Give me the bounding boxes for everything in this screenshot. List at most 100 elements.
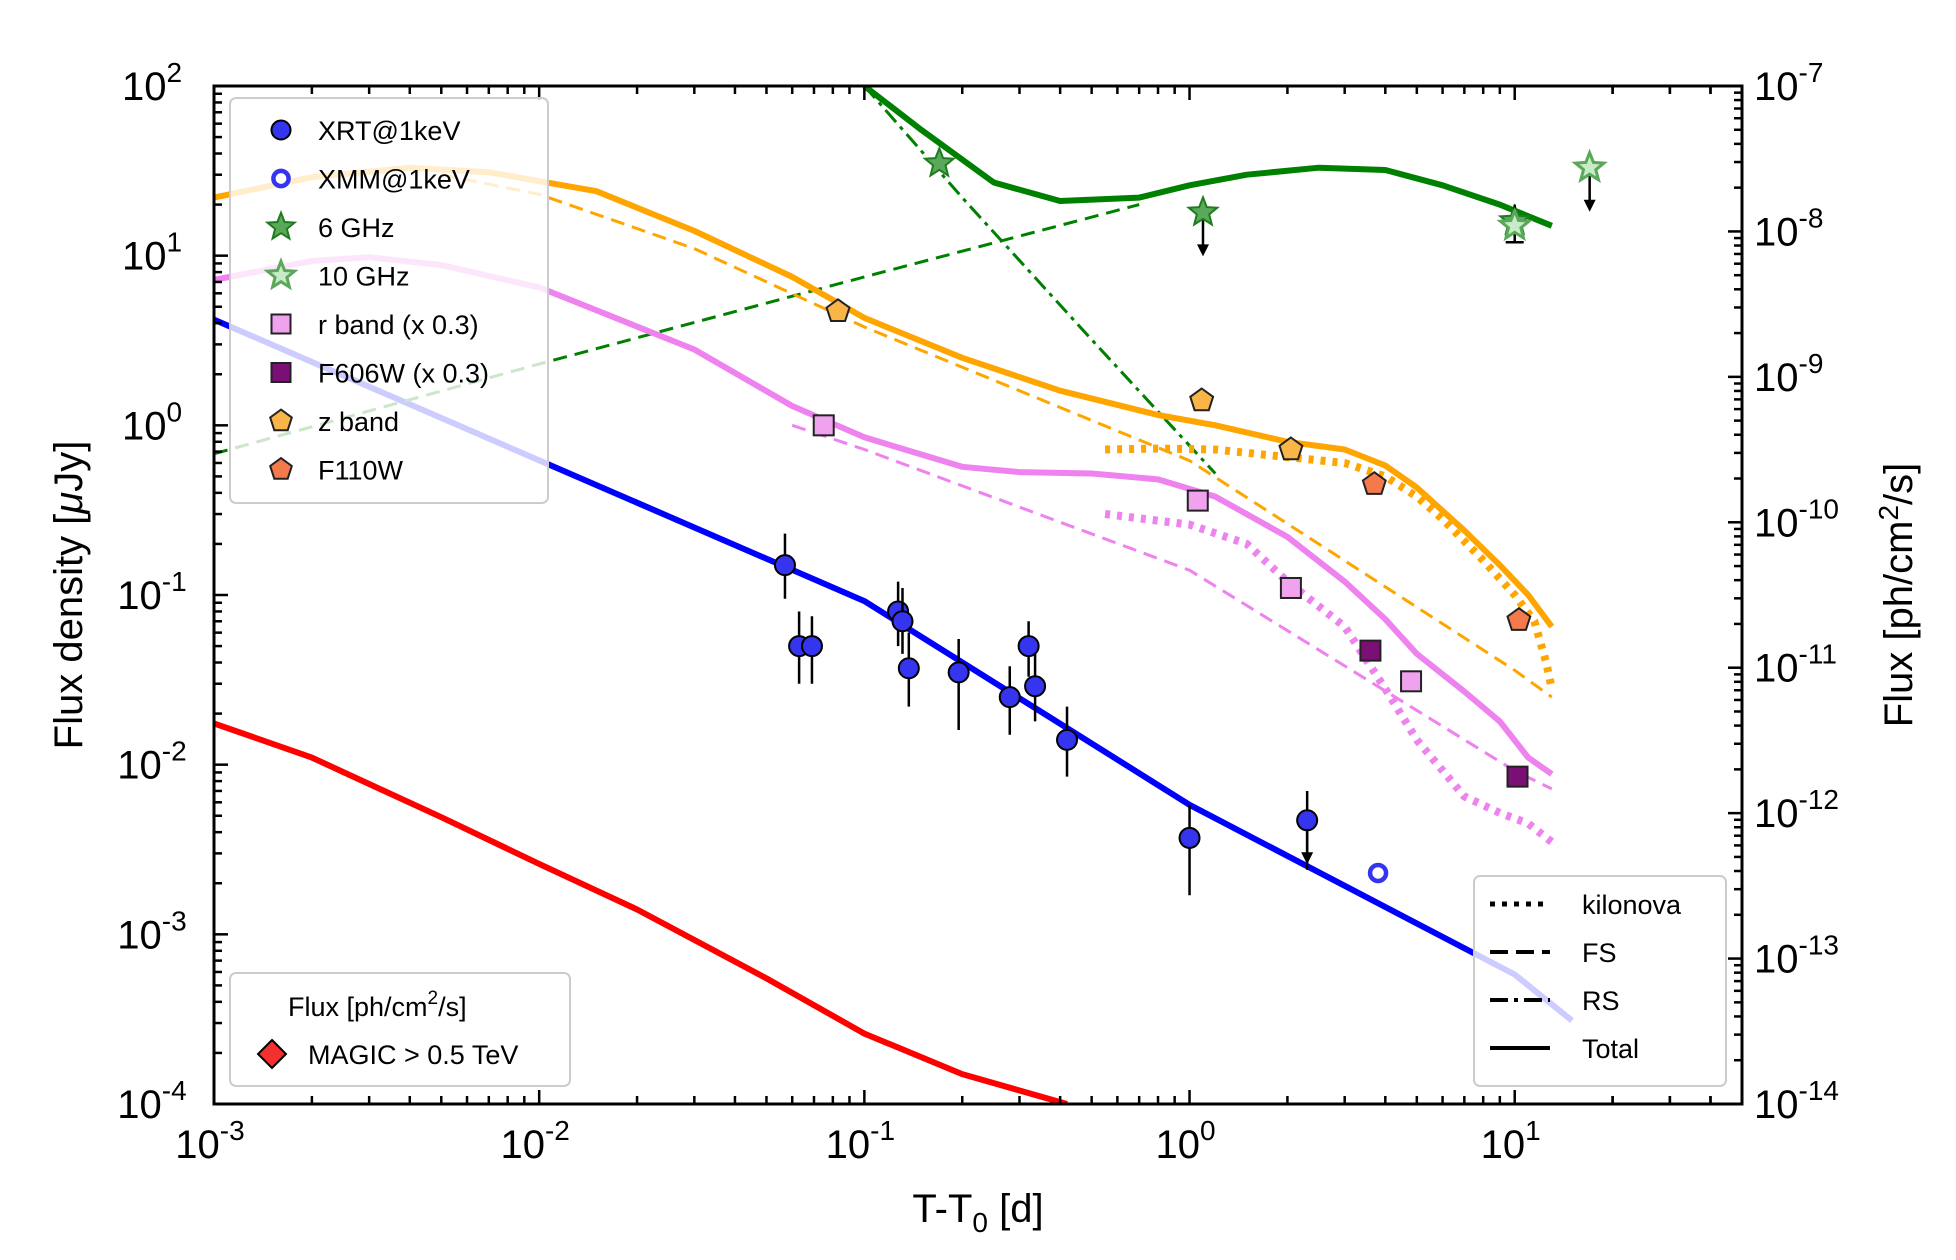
- series-xrt-1kev: [773, 533, 1319, 896]
- legend-label-10-ghz: 10 GHz: [318, 262, 410, 292]
- legend-entry-fs: FS: [1490, 938, 1617, 968]
- legend-entry-xmm-1kev: XMM@1keV: [271, 165, 470, 195]
- xrt-1kev-point-4: [891, 610, 914, 633]
- 10-ghz-point-1: [1571, 148, 1608, 184]
- data-points: [773, 145, 1608, 896]
- series-xmm-1kev: [1367, 862, 1389, 884]
- xrt-1kev-point-5: [897, 657, 920, 680]
- legend-marker-f606w-x-0-3: [270, 362, 292, 383]
- legend-label-fs: FS: [1582, 938, 1617, 968]
- legend-lines: kilonova FS RS Total: [1473, 875, 1727, 1087]
- series-f110w: [1361, 470, 1532, 631]
- legend-entry-rs: RS: [1490, 986, 1620, 1016]
- xrt-1kev-point-7: [998, 686, 1021, 709]
- x-tick-label: 10-3: [175, 1115, 244, 1167]
- f110w-point-1: [1506, 606, 1532, 631]
- xrt-1kev-point-6: [947, 661, 970, 684]
- legend-marker-xrt-1kev: [270, 119, 292, 141]
- legend-entry-f110w: F110W: [269, 456, 404, 486]
- legend-entry-10-ghz: 10 GHz: [263, 257, 410, 292]
- legend-entry-r-band-x-0-3: r band (x 0.3): [270, 310, 479, 340]
- y-left-tick-label: 101: [122, 227, 182, 279]
- y-left-tick-label: 10-2: [117, 736, 186, 788]
- x-axis-ticks: [212, 86, 1744, 1104]
- legend-entry-kilonova: kilonova: [1490, 890, 1682, 920]
- f606w-x-0-3-point-0: [1359, 639, 1382, 662]
- r-band-x-0-3-point-0: [812, 414, 835, 437]
- xrt-1kev-point-9: [1024, 675, 1047, 698]
- legend-entry-xrt-1kev: XRT@1keV: [270, 116, 460, 146]
- xrt-1kev-point-2: [800, 635, 823, 658]
- legend-marker-z-band: [269, 408, 293, 432]
- line-radio-total: [862, 86, 1553, 229]
- legend-main: XRT@1keV XMM@1keV 6 GHz 10 GHz r band (x 0.3…: [229, 97, 549, 504]
- xmm-1kev-point-0: [1367, 862, 1389, 884]
- y-left-axis-title: Flux density [μJy]: [47, 441, 91, 750]
- legend-marker-f110w: [269, 456, 293, 480]
- line-z-kilonova: [1105, 444, 1556, 690]
- legend-marker-xmm-1kev: [271, 168, 291, 189]
- line-radio-rs: [863, 86, 1217, 475]
- 10-ghz-ul-1-head: [1583, 199, 1596, 212]
- 6-ghz-point-1: [1186, 194, 1220, 227]
- r-band-x-0-3-point-1: [1186, 489, 1209, 512]
- y-left-ticks: [214, 84, 228, 1106]
- legend-flux: Flux [ph/cm2/s] MAGIC > 0.5 TeV: [229, 972, 571, 1087]
- legend-label-f606w-x-0-3: F606W (x 0.3): [318, 359, 489, 389]
- y-right-tick-label: 10-10: [1754, 493, 1839, 545]
- y-right-ticks: [1728, 84, 1742, 1106]
- y-left-tick-label: 10-4: [117, 1075, 186, 1127]
- z-band-point-1: [1189, 387, 1215, 412]
- xrt-1kev-ul-12-head: [1301, 852, 1314, 865]
- y-right-tick-label: 10-9: [1754, 348, 1823, 400]
- series-r-band-x-0-3: [812, 414, 1423, 693]
- legend-marker-10-ghz: [263, 257, 299, 291]
- legend-marker-r-band-x-0-3: [270, 313, 292, 335]
- y-right-tick-label: 10-12: [1754, 784, 1839, 836]
- 10-ghz-point-0: [1496, 206, 1533, 242]
- series-6-ghz: [922, 145, 1532, 257]
- legend-entry-total: Total: [1490, 1034, 1639, 1064]
- xrt-1kev-point-8: [1017, 635, 1040, 658]
- y-right-tick-label: 10-14: [1754, 1075, 1839, 1127]
- z-band-point-2: [1278, 436, 1304, 461]
- legend-label-total: Total: [1582, 1034, 1639, 1064]
- x-tick-label: 10-2: [500, 1115, 569, 1167]
- z-band-point-0: [825, 298, 851, 322]
- legend-label-magic: MAGIC > 0.5 TeV: [308, 1040, 518, 1070]
- r-band-x-0-3-point-3: [1400, 670, 1423, 693]
- y-right-tick-label: 10-11: [1754, 639, 1837, 691]
- y-right-tick-label: 10-8: [1754, 202, 1823, 254]
- y-left-tick-label: 10-3: [117, 905, 186, 957]
- f110w-point-0: [1361, 470, 1387, 495]
- legend-label-f110w: F110W: [318, 456, 404, 486]
- legend-label-xrt-1kev: XRT@1keV: [318, 116, 460, 146]
- y-right-tick-label: 10-13: [1754, 930, 1839, 982]
- legend-entry-z-band: z band: [269, 407, 399, 437]
- y-right-tick-label: 10-7: [1754, 57, 1823, 109]
- legend-flux-title: Flux [ph/cm2/s]: [288, 988, 467, 1022]
- legend-label-kilonova: kilonova: [1582, 890, 1682, 920]
- xrt-1kev-point-11: [1178, 826, 1201, 849]
- xrt-1kev-point-12: [1296, 809, 1319, 832]
- r-band-x-0-3-point-2: [1279, 576, 1302, 599]
- legend-entry-f606w-x-0-3: F606W (x 0.3): [270, 359, 489, 389]
- y-left-tick-label: 10-1: [117, 566, 186, 618]
- x-tick-label: 100: [1155, 1115, 1215, 1167]
- series-z-band: [825, 298, 1304, 461]
- 6-ghz-ul-1-head: [1196, 244, 1209, 257]
- line-r-kilonova: [1104, 510, 1555, 846]
- y-left-tick-label: 100: [122, 396, 182, 448]
- line-vhe-model: [214, 720, 1068, 1104]
- x-tick-label: 101: [1481, 1115, 1541, 1167]
- xrt-1kev-point-0: [773, 554, 796, 577]
- legend-label-6-ghz: 6 GHz: [318, 213, 395, 243]
- legend-magic-marker: [256, 1038, 288, 1070]
- series-10-ghz: [1496, 148, 1608, 244]
- y-left-tick-label: 102: [122, 57, 182, 109]
- y-right-axis-title: Flux [ph/cm2/s]: [1873, 463, 1921, 728]
- legend-label-z-band: z band: [318, 407, 399, 437]
- f606w-x-0-3-point-1: [1506, 765, 1529, 788]
- legend-label-rs: RS: [1582, 986, 1620, 1016]
